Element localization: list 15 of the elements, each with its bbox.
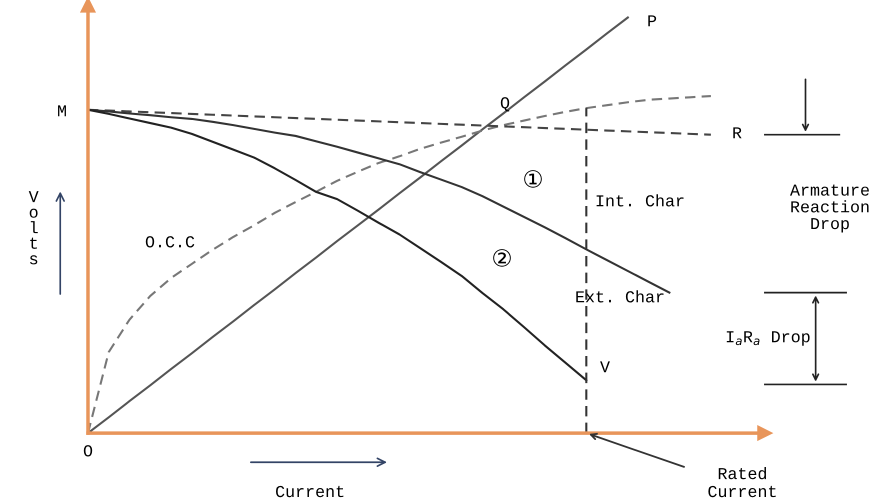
annotation: Int. Char — [596, 194, 684, 206]
text: O — [84, 445, 92, 456]
annotation: V — [600, 361, 610, 372]
text: M — [58, 105, 66, 116]
annotation: R — [733, 127, 742, 138]
text: Armature Reaction Drop — [790, 184, 869, 233]
annotation: ① — [524, 170, 542, 188]
x-axis-title: Current — [276, 486, 344, 498]
annotation: O.C.C — [146, 236, 194, 248]
y-axis-title: Volts — [28, 191, 39, 264]
annotation: Q — [500, 97, 510, 112]
annotation: P — [648, 15, 656, 26]
text: Rated Current — [708, 466, 776, 498]
annotation: ② — [493, 249, 511, 267]
annotation: I$_{a}$R$_{a}$ Drop — [726, 331, 810, 346]
